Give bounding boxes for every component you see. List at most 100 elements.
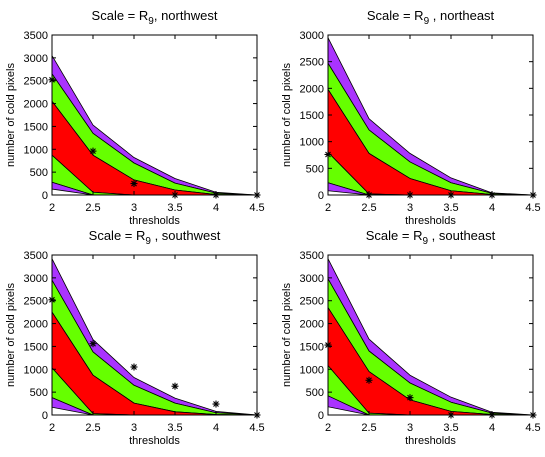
panel-4-observed-stroke — [407, 394, 413, 401]
panel-4-observed-point — [488, 411, 496, 419]
panel-3-title-prefix: Scale = R — [89, 228, 146, 243]
panel-3-xtick-label: 2 — [49, 422, 55, 434]
panel-4-ytick-label: 1000 — [300, 364, 324, 376]
panel-3-observed-point — [48, 296, 56, 304]
panel-3-xtick-label: 2.5 — [85, 422, 100, 434]
panel-2-observed-point — [447, 191, 455, 199]
panel-1-ytick-label: 1000 — [24, 144, 48, 156]
panel-3-observed-stroke — [213, 401, 219, 407]
panel-3-observed-stroke — [131, 364, 137, 370]
panel-4-ytick-label: 500 — [306, 387, 324, 399]
panel-2-observed-stroke — [325, 151, 331, 158]
panel-4-xtick-label: 4.5 — [525, 422, 540, 434]
panel-3-ytick-label: 3500 — [24, 250, 48, 262]
panel-4-observed-stroke — [530, 412, 536, 418]
panel-2-ytick-label: 2500 — [300, 57, 324, 69]
panel-1-ytick-label: 3000 — [24, 53, 48, 65]
panel-3-observed-point — [171, 382, 179, 390]
panel-1-xtick-label: 2.5 — [85, 202, 100, 214]
panel-3-axes-frame — [51, 254, 258, 416]
panel-4-title-suffix: , southeast — [428, 228, 496, 243]
panel-3-observed-point — [89, 340, 97, 348]
panel-2-ytick-label: 2000 — [300, 83, 324, 95]
panel-2-xtick-label: 4 — [489, 202, 495, 214]
panel-3-observed-stroke — [90, 340, 96, 347]
panel-4-xtick-label: 2 — [325, 422, 331, 434]
panel-2-observed-stroke — [366, 192, 372, 198]
panel-3-observed-point — [212, 400, 220, 408]
panel-4-ytick-label: 2500 — [300, 296, 324, 308]
panel-1-observed-stroke — [172, 192, 178, 198]
panel-2-observed-point — [365, 191, 373, 199]
panel-2-xtick-label: 3.5 — [443, 202, 458, 214]
panel-1-observed-stroke — [213, 192, 219, 198]
panel-3-ytick-label: 3000 — [24, 273, 48, 285]
panel-1-ytick-label: 2000 — [24, 99, 48, 111]
panel-4-observed-point — [365, 376, 373, 384]
panel-1-x-axis-label: thresholds — [129, 215, 180, 227]
panel-4-title-subscript: 9 — [422, 236, 428, 247]
panel-3-xtick-label: 4.5 — [249, 422, 264, 434]
panel-4-ytick-label: 3500 — [300, 250, 324, 262]
panel-2-title-prefix: Scale = R — [367, 8, 424, 23]
panel-3-ytick-label: 2500 — [24, 296, 48, 308]
panel-2-ytick-label: 1000 — [300, 137, 324, 149]
panel-4-observed-stroke — [448, 412, 454, 418]
panel-3-ytick-label: 500 — [30, 387, 48, 399]
panel-2-observed-stroke — [530, 192, 536, 198]
panel-1-xtick-label: 3.5 — [167, 202, 182, 214]
panel-4-x-axis-label: thresholds — [405, 435, 456, 447]
panel-4-observed-point — [324, 341, 332, 349]
panel-1-title-suffix: , northwest — [154, 8, 218, 23]
panel-1-observed-point — [48, 76, 56, 84]
panel-2-ytick-label: 1500 — [300, 110, 324, 122]
panel-1-observed-point — [130, 180, 138, 188]
panel-1: 2 2.5 3 3.5 4 4.5 0 500 1000 1500 2000 2500 3000 3500… — [5, 8, 265, 227]
panel-2-ytick-label: 500 — [306, 163, 324, 175]
panel-2-title-suffix: , northeast — [429, 8, 494, 23]
panel-1-observed-point — [171, 191, 179, 199]
panel-4-ytick-label: 2000 — [300, 319, 324, 331]
panel-3-title-subscript: 9 — [145, 236, 151, 247]
panel-4-title-prefix: Scale = R — [366, 228, 423, 243]
panel-1-observed-stroke — [131, 180, 137, 187]
panel-1-observed-point — [253, 191, 261, 199]
panel-4-observed-point — [406, 394, 414, 402]
panel-3-observed-stroke — [254, 412, 260, 418]
panel-3-x-axis-label: thresholds — [129, 435, 180, 447]
panel-3-observed-stroke — [49, 296, 55, 303]
panel-1-ytick-label: 500 — [30, 167, 48, 179]
panel-1-title-prefix: Scale = R — [92, 8, 149, 23]
panel-2-ytick-label: 0 — [318, 190, 324, 202]
panel-1-observed-point — [89, 147, 97, 155]
panel-3-title-suffix: , southwest — [151, 228, 221, 243]
panel-4-ytick-label: 0 — [318, 410, 324, 422]
panel-2-observed-point — [406, 191, 414, 199]
panel-2: 2 2.5 3 3.5 4 4.5 0 500 1000 1500 2000 2500 3000 Scal… — [281, 8, 541, 227]
panel-4-observed-stroke — [489, 412, 495, 418]
panel-3: 2 2.5 3 3.5 4 4.5 0 500 1000 1500 2000 2500 3000 3500… — [5, 228, 265, 447]
panel-1-observed-stroke — [90, 148, 96, 154]
panel-2-x-axis-label: thresholds — [405, 215, 456, 227]
panel-3-ytick-label: 1500 — [24, 341, 48, 353]
panel-4-observed-stroke — [325, 342, 331, 348]
panel-2-observed-stroke — [407, 192, 413, 198]
panel-1-observed-point — [212, 191, 220, 199]
panel-1-title: Scale = R9, northwest — [92, 8, 218, 27]
panel-1-axes-frame — [51, 34, 258, 196]
panel-3-observed-point — [130, 363, 138, 371]
panel-2-title-subscript: 9 — [424, 16, 430, 27]
panel-4-ytick-label: 3000 — [300, 273, 324, 285]
panel-2-xtick-label: 3 — [407, 202, 413, 214]
panel-3-ytick-label: 2000 — [24, 319, 48, 331]
panel-1-xtick-label: 2 — [49, 202, 55, 214]
panel-1-ytick-label: 0 — [42, 190, 48, 202]
panel-2-xtick-label: 2.5 — [361, 202, 376, 214]
panel-3-observed-stroke — [172, 383, 178, 390]
panel-1-xtick-label: 4 — [213, 202, 219, 214]
panel-1-observed-stroke — [254, 192, 260, 198]
panel-4-observed-stroke — [366, 377, 372, 384]
panel-1-ytick-label: 3500 — [24, 30, 48, 42]
panel-4-observed-point — [447, 411, 455, 419]
panel-3-ytick-label: 0 — [42, 410, 48, 422]
